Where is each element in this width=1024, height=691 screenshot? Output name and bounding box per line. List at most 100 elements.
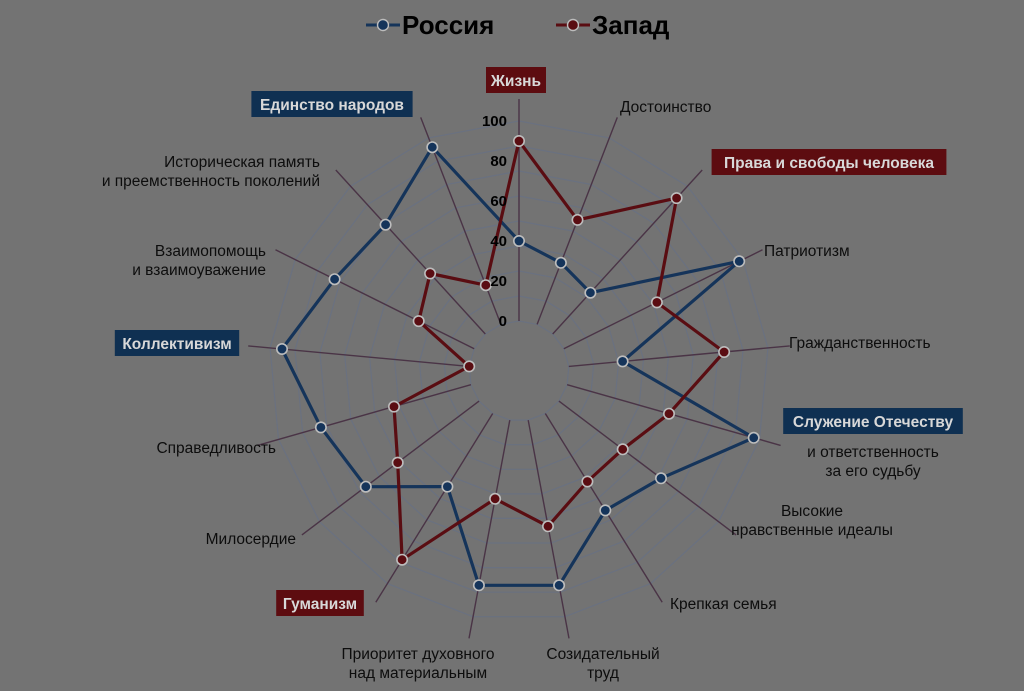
data-point xyxy=(396,553,409,566)
axis-label-line: Гражданственность xyxy=(789,335,931,352)
spoke-line xyxy=(301,400,480,536)
axis-label: Историческая память и преемственность пок… xyxy=(102,154,320,190)
axis-label: Приоритет духовного над материальным xyxy=(341,646,494,682)
data-point xyxy=(489,492,502,505)
axis-label-boxed-text: Коллективизм xyxy=(122,336,231,353)
data-point xyxy=(747,431,760,444)
legend-item: Россия xyxy=(366,10,494,40)
r-tick-label: 80 xyxy=(490,153,507,170)
axis-label-boxed-text: Жизнь xyxy=(490,73,541,90)
data-point xyxy=(584,286,597,299)
data-point xyxy=(379,218,392,231)
data-point xyxy=(541,520,554,533)
data-point xyxy=(554,256,567,269)
axis-label-box xyxy=(114,330,240,356)
axis-label-boxed-text: Служение Отечеству xyxy=(793,414,954,431)
data-point xyxy=(654,472,667,485)
legend: Россия Запад xyxy=(366,10,670,40)
data-point xyxy=(650,296,663,309)
data-point xyxy=(359,480,372,493)
data-point xyxy=(412,315,425,328)
data-point xyxy=(472,579,485,592)
spoke-line xyxy=(375,413,494,603)
series-line xyxy=(280,145,756,587)
data-point xyxy=(426,141,439,154)
grid-ring xyxy=(393,245,645,495)
data-point xyxy=(718,345,731,358)
axis-label-line: Справедливость xyxy=(156,440,276,457)
data-point xyxy=(670,192,683,205)
axis-label: Высокие нравственные идеалы xyxy=(731,503,893,539)
axis-label-line: и ответственность xyxy=(807,444,939,461)
axis-labels: Жизнь Достоинство Права и свободы человека… xyxy=(102,67,963,682)
r-tick-label: 100 xyxy=(482,113,507,130)
axis-label: Коллективизм xyxy=(114,330,240,356)
axis-label: Справедливость xyxy=(156,440,276,457)
data-point xyxy=(275,342,288,355)
axis-label: Гражданственность xyxy=(789,335,931,352)
grid-ring xyxy=(294,145,744,593)
axis-label-box xyxy=(486,67,546,93)
grid-ring xyxy=(368,220,670,520)
data-point xyxy=(441,480,454,493)
axis-label: Гуманизм xyxy=(276,590,364,616)
axis-label-line: Высокие xyxy=(781,503,843,520)
axis-label-line: Патриотизм xyxy=(764,243,850,260)
data-point xyxy=(479,279,492,292)
radar-series xyxy=(275,135,760,592)
spoke-line xyxy=(563,249,763,350)
axis-label-boxed-text: Права и свободы человека xyxy=(724,155,934,172)
axis-label: Патриотизм xyxy=(764,243,850,260)
grid-ring xyxy=(418,270,620,470)
axis-label-box xyxy=(783,408,963,434)
r-tick-label: 40 xyxy=(490,233,507,250)
spoke-line xyxy=(335,169,486,335)
grid-ring xyxy=(468,320,570,421)
data-point xyxy=(387,400,400,413)
spoke-line xyxy=(468,419,511,639)
spoke-line xyxy=(275,249,475,350)
r-tick-label: 60 xyxy=(490,193,507,210)
data-point xyxy=(571,213,584,226)
axis-label: Права и свободы человека xyxy=(711,149,947,175)
data-point xyxy=(512,135,525,148)
grid-ring xyxy=(344,195,694,544)
legend-label: Россия xyxy=(402,10,494,40)
axis-label-line: за его судьбу xyxy=(825,463,921,480)
axis-label: Единство народов xyxy=(251,91,413,117)
legend-label: Запад xyxy=(592,10,670,40)
data-point xyxy=(391,456,404,469)
grid-ring xyxy=(269,120,769,618)
axis-label-line: и взаимоуважение xyxy=(132,262,266,279)
data-point xyxy=(314,421,327,434)
data-point xyxy=(616,443,629,456)
data-point xyxy=(553,579,566,592)
spoke-line xyxy=(257,384,472,447)
axis-label-line: Взаимопомощь xyxy=(155,243,266,260)
axis-label: Созидательный труд xyxy=(546,646,659,682)
axis-label-line: и преемственность поколений xyxy=(102,173,320,190)
axis-label-boxed-text: Единство народов xyxy=(260,97,404,114)
series-line xyxy=(392,139,726,562)
radial-ticks: 0 20 40 60 80 100 xyxy=(482,113,507,330)
data-point xyxy=(424,267,437,280)
axis-label: Жизнь xyxy=(486,67,546,93)
spoke-line xyxy=(558,400,737,536)
axis-label-line: Достоинство xyxy=(620,99,711,116)
axis-label: Достоинство xyxy=(620,99,711,116)
data-point xyxy=(733,255,746,268)
legend-swatch-dot xyxy=(566,18,580,32)
axis-label-boxed-text: Гуманизм xyxy=(283,596,357,613)
data-point xyxy=(662,407,675,420)
data-point xyxy=(616,355,629,368)
axis-label-line: над материальным xyxy=(349,665,487,682)
axis-label: Служение Отечеству и ответственность за ег… xyxy=(783,408,963,480)
data-point xyxy=(581,475,594,488)
axis-label-line: Крепкая семья xyxy=(670,596,777,613)
data-point xyxy=(512,235,525,248)
axis-label-box xyxy=(251,91,413,117)
axis-label: Крепкая семья xyxy=(670,596,777,613)
axis-label-line: нравственные идеалы xyxy=(731,522,893,539)
grid-ring xyxy=(443,295,595,446)
